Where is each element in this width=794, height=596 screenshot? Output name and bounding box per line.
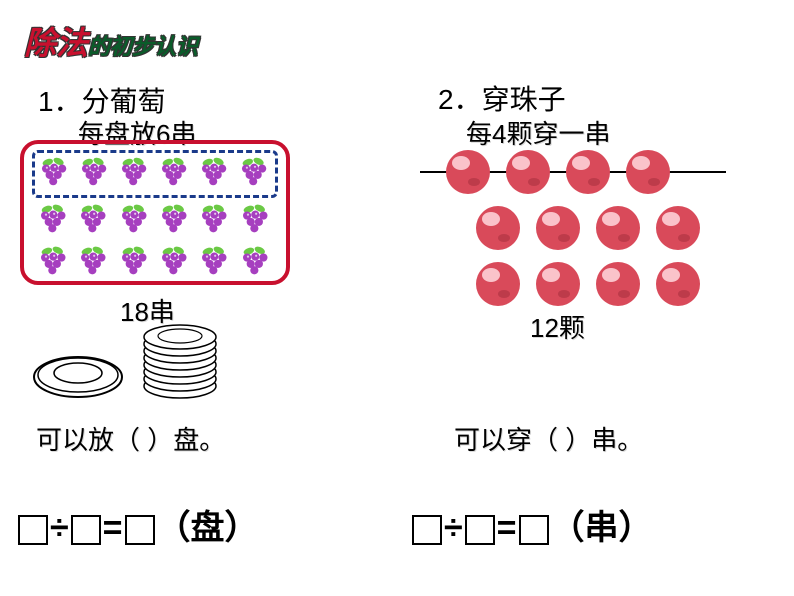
- grape-icon: [197, 244, 233, 282]
- bead-row: [474, 260, 702, 308]
- grape-icon: [117, 155, 153, 193]
- grape-icon: [157, 202, 193, 240]
- problem2-count: 12颗: [530, 308, 585, 345]
- grape-icon: [238, 244, 274, 282]
- grape-icon: [237, 155, 273, 193]
- grape-row-dashed: [32, 150, 278, 198]
- grape-icon: [77, 155, 113, 193]
- bead-row: [474, 204, 702, 252]
- equation-box: [412, 515, 442, 545]
- bead-row: [444, 148, 702, 196]
- problem1-equation: ÷ = （盘）: [16, 500, 259, 549]
- grape-icon: [117, 244, 153, 282]
- grape-icon: [36, 244, 72, 282]
- equation-box: [519, 515, 549, 545]
- bead-icon: [594, 204, 642, 252]
- divide-sign: ÷: [444, 509, 463, 547]
- grape-icon: [238, 202, 274, 240]
- bead-icon: [624, 148, 672, 196]
- grape-icon: [157, 155, 193, 193]
- bead-icon: [474, 260, 522, 308]
- grape-row: [32, 200, 278, 242]
- equals-sign: =: [497, 509, 517, 547]
- bead-icon: [504, 148, 552, 196]
- problem2-equation: ÷ = （串）: [410, 500, 653, 549]
- problem1-question: 可以放（ ）盘。: [36, 420, 225, 457]
- bead-icon: [444, 148, 492, 196]
- grape-icon: [197, 202, 233, 240]
- problem2-heading: 2．穿珠子: [438, 78, 566, 118]
- grape-icon: [197, 155, 233, 193]
- bead-icon: [594, 260, 642, 308]
- plates-illustration: [30, 322, 230, 407]
- equation-box: [71, 515, 101, 545]
- equation-box: [125, 515, 155, 545]
- bead-icon: [654, 204, 702, 252]
- problem2-subheader: 每4颗穿一串: [466, 114, 610, 151]
- grape-icon: [76, 244, 112, 282]
- grape-row: [32, 242, 278, 284]
- title-main: 除法: [24, 25, 88, 61]
- equals-sign: =: [103, 509, 123, 547]
- problem2-question: 可以穿（ ）串。: [454, 420, 643, 457]
- equation-unit: （盘）: [157, 509, 259, 547]
- bead-icon: [534, 260, 582, 308]
- bead-icon: [654, 260, 702, 308]
- bead-icon: [474, 204, 522, 252]
- divide-sign: ÷: [50, 509, 69, 547]
- equation-unit: （串）: [551, 509, 653, 547]
- grape-icon: [76, 202, 112, 240]
- grape-icon: [157, 244, 193, 282]
- title-sub: 的初步认识: [88, 34, 198, 59]
- grape-icon: [37, 155, 73, 193]
- page-title: 除法的初步认识: [24, 18, 198, 64]
- equation-box: [465, 515, 495, 545]
- bead-icon: [564, 148, 612, 196]
- equation-box: [18, 515, 48, 545]
- grape-plate: [20, 140, 290, 285]
- bead-icon: [534, 204, 582, 252]
- grape-icon: [117, 202, 153, 240]
- grape-icon: [36, 202, 72, 240]
- beads-illustration: [444, 148, 702, 316]
